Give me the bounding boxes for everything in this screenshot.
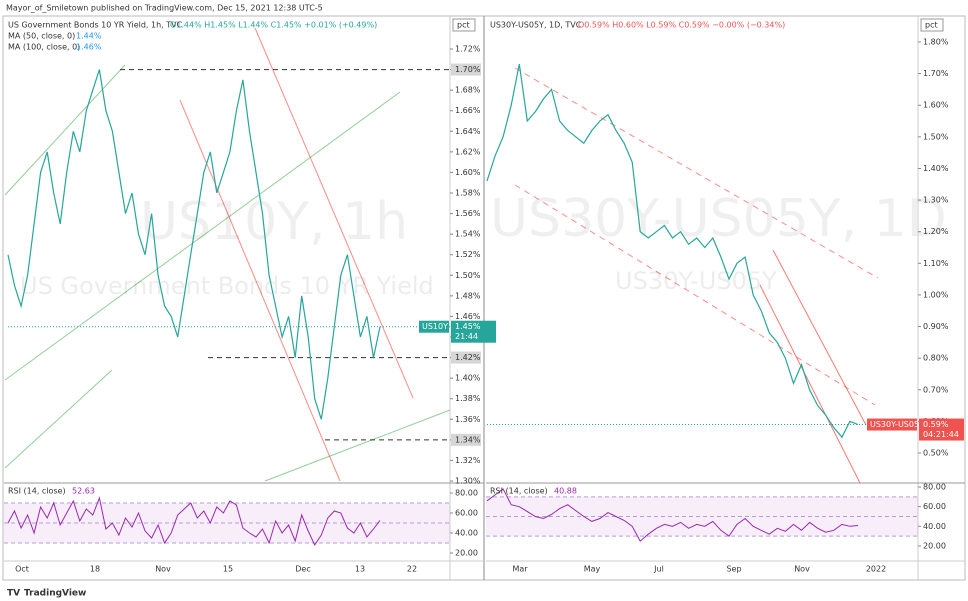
y-tick-label: 1.40%: [923, 164, 949, 173]
rsi-y-tick-label: 40.00: [455, 529, 478, 538]
y-tick-label: 0.50%: [923, 449, 949, 458]
price-line-series: [7, 69, 381, 420]
x-tick-label: Oct: [15, 565, 29, 574]
x-tick-label: 18: [90, 565, 100, 574]
y-tick-label: 1.54%: [455, 230, 481, 239]
rsi-line: [486, 488, 859, 542]
rsi-y-tick-label: 80.00: [923, 483, 946, 492]
last-price-label: 1.45%: [455, 322, 481, 331]
y-tick-label: 1.50%: [923, 132, 949, 141]
unit-box: [452, 18, 476, 32]
unit-box: [920, 18, 944, 32]
rsi-last: 40.88: [554, 487, 577, 496]
watermark: US10Y, 1h: [140, 192, 408, 252]
y-tick-label: 1.30%: [455, 477, 481, 486]
indicator-name: MA (50, close, 0): [8, 32, 75, 41]
x-tick-label: 22: [407, 565, 417, 574]
watermark: US Government Bonds 10 YR Yield: [20, 272, 434, 300]
y-tick-label: 1.46%: [455, 312, 481, 321]
y-tick-label: 1.68%: [455, 86, 481, 95]
y-tick-label: 0.80%: [923, 354, 949, 363]
rsi-title: RSI (14, close): [490, 487, 548, 496]
price-label-box: [451, 433, 481, 446]
y-tick-label: 1.30%: [923, 196, 949, 205]
y-tick-label: 1.64%: [455, 127, 481, 136]
y-tick-label: 1.36%: [455, 415, 481, 424]
drawings-right: [514, 67, 879, 484]
x-tick-label: 13: [355, 565, 365, 574]
y-tick-label: 1.60%: [923, 101, 949, 110]
price-line-series: [486, 63, 859, 439]
x-tick-label: Mar: [512, 565, 528, 574]
y-tick-label: 1.80%: [923, 38, 949, 47]
x-tick-label: 2022: [866, 565, 886, 574]
symbol-label: US10Y: [422, 322, 448, 331]
y-tick-label: 1.40%: [455, 374, 481, 383]
y-tick-label: 1.10%: [923, 259, 949, 268]
price-label-box: [451, 63, 481, 76]
x-tick-label: Nov: [155, 565, 171, 574]
y-tick-label: 1.72%: [455, 45, 481, 54]
countdown: 21:44: [455, 332, 478, 341]
drawings-left: [4, 27, 451, 482]
indicator-value: 1.46%: [76, 43, 102, 52]
rsi-y-tick-label: 20.00: [923, 542, 946, 551]
y-tick-label: 1.00%: [923, 290, 949, 299]
rsi-title: RSI (14, close): [8, 487, 66, 496]
rsi-y-tick-label: 60.00: [455, 509, 478, 518]
y-tick-label: 1.60%: [455, 168, 481, 177]
x-tick-label: Sep: [726, 565, 741, 574]
y-tick-label: 1.20%: [923, 227, 949, 236]
rsi-last: 52.63: [72, 487, 95, 496]
x-tick-label: 15: [223, 565, 233, 574]
chart-title: US Government Bonds 10 YR Yield, 1h, TVC: [8, 21, 183, 30]
y-tick-label: 1.48%: [455, 291, 481, 300]
rsi-line: [7, 496, 381, 547]
y-tick-label: 1.32%: [455, 456, 481, 465]
y-tick-label: 1.70%: [923, 69, 949, 78]
watermark: US30Y-US05Y, 1D: [490, 189, 947, 249]
logo-mark: TV: [7, 589, 20, 599]
price-label: 1.34%: [455, 435, 481, 444]
ohlc: O0.59% H0.60% L0.59% C0.59% −0.00% (−0.3…: [578, 21, 785, 30]
indicator-value: 1.44%: [76, 32, 102, 41]
last-price-box: [919, 418, 964, 441]
y-tick-label: 1.38%: [455, 394, 481, 403]
symbol-box: [419, 320, 449, 333]
x-tick-label: Dec: [295, 565, 310, 574]
rsi-y-tick-label: 40.00: [923, 522, 946, 531]
y-tick-label: 0.70%: [923, 385, 949, 394]
countdown: 04:21:44: [923, 430, 959, 439]
rsi-y-tick-label: 60.00: [923, 502, 946, 511]
chart-title: US30Y-US05Y, 1D, TVC: [490, 21, 582, 30]
last-price-box: [451, 320, 496, 343]
x-tick-label: Jul: [653, 565, 664, 574]
y-tick-label: 1.52%: [455, 250, 481, 259]
y-tick-label: 1.66%: [455, 106, 481, 115]
footer-logo: TradingView: [24, 589, 86, 599]
price-label-box: [451, 351, 481, 364]
x-tick-label: Nov: [794, 565, 810, 574]
symbol-label: US30Y-US05Y: [870, 420, 924, 429]
last-price-label: 0.59%: [923, 420, 949, 429]
y-tick-label: 0.90%: [923, 322, 949, 331]
y-tick-label: 1.56%: [455, 209, 481, 218]
unit-label: pct: [457, 21, 470, 30]
rsi-y-tick-label: 80.00: [455, 489, 478, 498]
symbol-box: [867, 418, 917, 431]
ohlc: O1.44% H1.45% L1.44% C1.45% +0.01% (+0.4…: [170, 21, 377, 30]
unit-label: pct: [925, 21, 938, 30]
header: Mayor_of_Smiletown published on TradingV…: [6, 4, 323, 13]
y-tick-label: 1.58%: [455, 189, 481, 198]
price-label: 1.42%: [455, 353, 481, 362]
y-tick-label: 1.62%: [455, 147, 481, 156]
price-label: 1.70%: [455, 65, 481, 74]
rsi-y-tick-label: 20.00: [455, 549, 478, 558]
indicator-name: MA (100, close, 0): [8, 43, 80, 52]
x-tick-label: May: [584, 565, 601, 574]
y-tick-label: 1.50%: [455, 271, 481, 280]
